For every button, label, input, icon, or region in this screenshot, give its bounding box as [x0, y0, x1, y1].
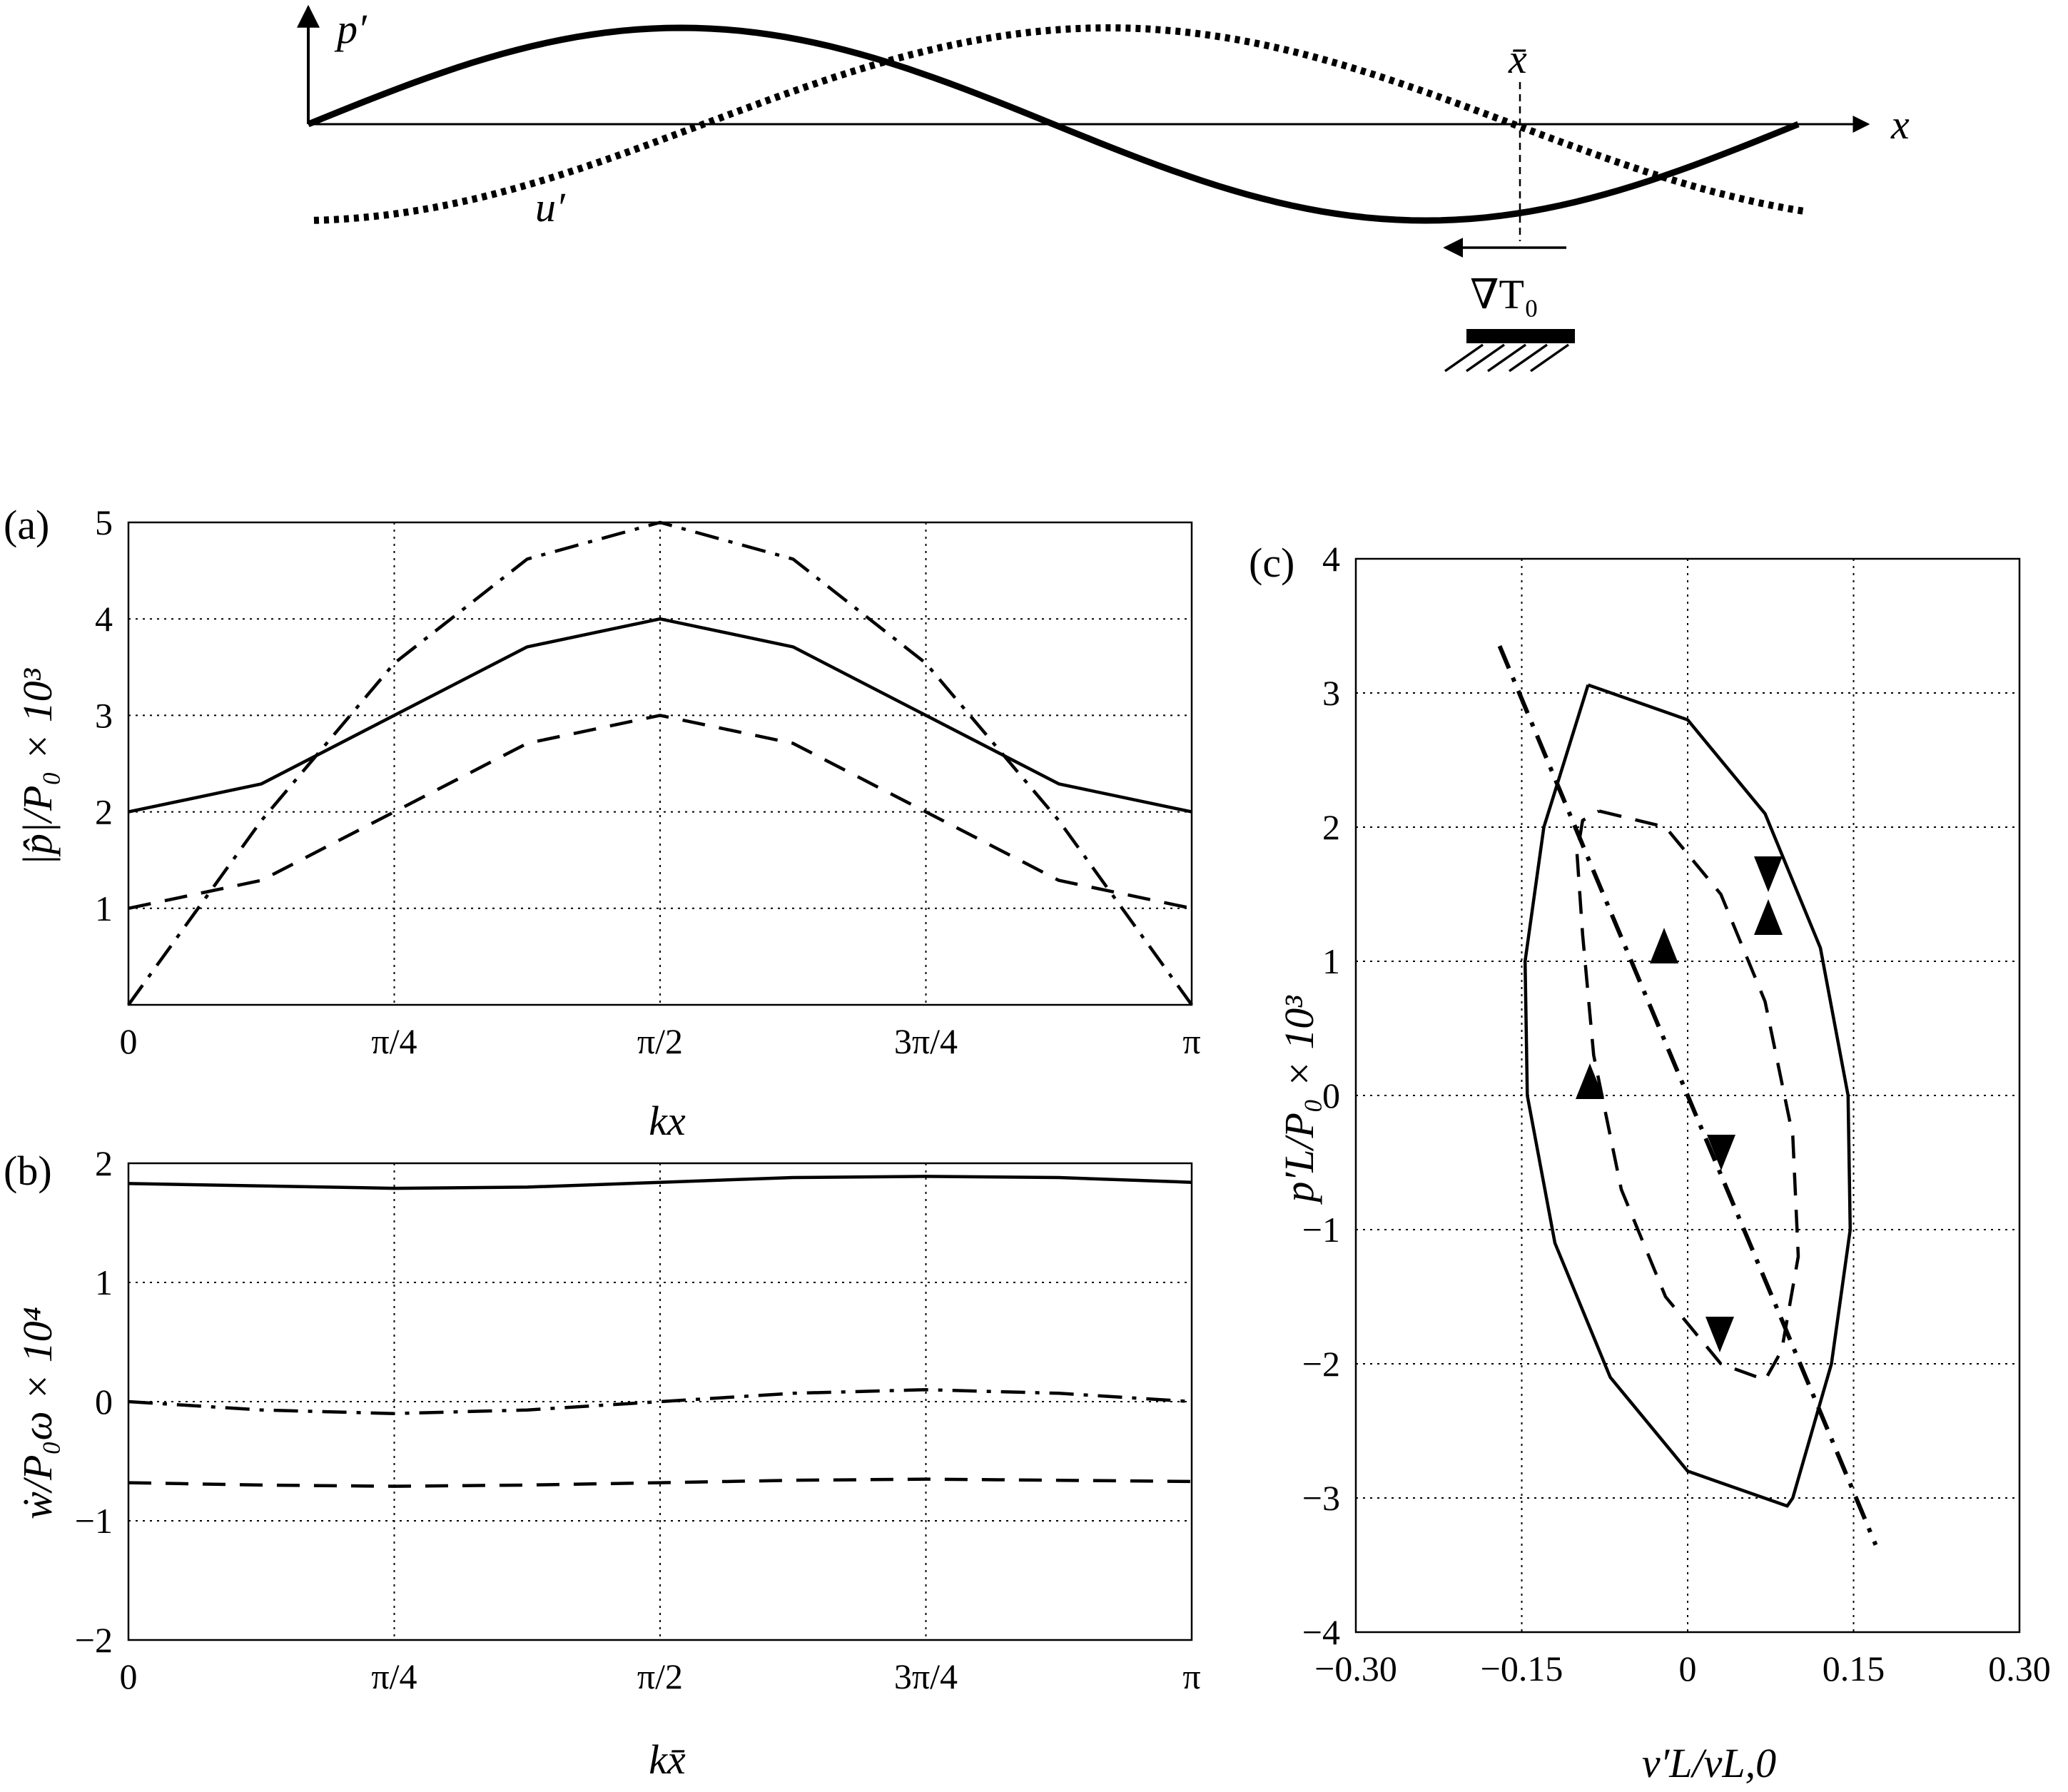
panel-b-xlabel: kx̄ — [649, 1736, 686, 1783]
x-tick-label: 3π/4 — [894, 1656, 958, 1696]
panel-b-label: (b) — [4, 1148, 52, 1194]
y-tick-label: 1 — [1322, 941, 1340, 981]
x-tick-label: π/4 — [371, 1656, 417, 1696]
y-tick-label: 4 — [1322, 539, 1340, 579]
direction-arrow — [1576, 1063, 1604, 1099]
y-tick-label: −1 — [75, 1501, 113, 1541]
y-tick-label: 2 — [1322, 807, 1340, 847]
y-tick-label: 5 — [95, 502, 113, 542]
panel-a: (a) |p̂|/P₀ × 10³ kx 0 π/4 π/2 3π/4 π 1 2 3 4 5 — [4, 502, 1201, 1144]
panel-a-xlabel: kx — [649, 1098, 686, 1144]
schematic: p′ u′ x x̄ ∇T₀ — [297, 4, 1910, 373]
y-tick-label: −3 — [1302, 1478, 1340, 1518]
panel-c-ylabel: p′L/P₀ × 10³ — [1276, 995, 1322, 1205]
series-dashed — [128, 1477, 1192, 1488]
x-tick-label: π/4 — [371, 1021, 417, 1061]
panel-a-plot: 0 π/4 π/2 3π/4 π 1 2 3 4 5 — [95, 502, 1201, 1061]
y-tick-label: 2 — [95, 1143, 113, 1183]
y-tick-label: 4 — [95, 599, 113, 639]
series-dash-dot — [127, 520, 1193, 1006]
x-tick-label: π/2 — [637, 1021, 683, 1061]
y-tick-label: 3 — [95, 695, 113, 735]
panel-c: (c) p′L/P₀ × 10³ v′L/vL,0 −0.30 −0.15 0 0.1… — [1249, 539, 2051, 1786]
y-tick-label: 0 — [1322, 1075, 1340, 1115]
p-label: p′ — [334, 6, 368, 52]
panel-a-ylabel: |p̂|/P₀ × 10³ — [14, 667, 61, 866]
x-tick-label: −0.30 — [1314, 1649, 1397, 1689]
velocity-wave — [313, 24, 1805, 224]
series-dash-dot-line — [1497, 645, 1878, 1546]
xbar-label: x̄ — [1508, 36, 1527, 82]
y-tick-label: 0 — [95, 1382, 113, 1422]
u-label: u′ — [535, 184, 566, 231]
direction-arrow — [1650, 928, 1678, 963]
y-tick-label: 3 — [1322, 673, 1340, 713]
series-solid-ellipse — [1523, 683, 1852, 1508]
y-tick-label: −2 — [1302, 1344, 1340, 1384]
y-tick-label: 2 — [95, 792, 113, 832]
y-tick-label: −1 — [1302, 1210, 1340, 1250]
panel-a-label: (a) — [4, 502, 49, 548]
direction-arrow — [1705, 1317, 1734, 1352]
x-tick-label: 0 — [120, 1021, 138, 1061]
panel-b: (b) ẇ/P₀ω × 10⁴ kx̄ 0 π/4 π/2 3π/4 π −2 −1 0 1 2 — [4, 1143, 1201, 1783]
series-dashed-ellipse — [1575, 809, 1800, 1382]
y-tick-label: −4 — [1302, 1612, 1340, 1652]
series-solid — [128, 1175, 1192, 1190]
panel-c-xlabel: v′L/vL,0 — [1642, 1740, 1776, 1786]
plot-frame — [1354, 557, 2021, 1634]
panel-c-label: (c) — [1249, 540, 1294, 586]
heat-source-plate — [1466, 329, 1575, 343]
x-tick-label: π — [1182, 1656, 1200, 1696]
x-tick-label: π/2 — [637, 1656, 683, 1696]
x-tick-label: −0.15 — [1481, 1649, 1563, 1689]
x-tick-label: 3π/4 — [894, 1021, 958, 1061]
series-dash-dot — [128, 1388, 1192, 1415]
series-dashed — [128, 714, 1192, 911]
direction-arrow — [1754, 899, 1783, 935]
direction-arrow — [1754, 856, 1783, 892]
x-tick-label: 0.30 — [1988, 1649, 2051, 1689]
y-tick-label: 1 — [95, 889, 113, 928]
series-solid — [128, 617, 1192, 814]
panel-b-ylabel: ẇ/P₀ω × 10⁴ — [14, 1307, 61, 1519]
direction-arrow — [1707, 1135, 1735, 1170]
panel-c-plot: −0.30 −0.15 0 0.15 0.30 −4 −3 −2 −1 0 1 2 3 4 — [1302, 539, 2051, 1689]
ground-hatching — [1444, 343, 1570, 373]
x-tick-label: π — [1182, 1021, 1200, 1061]
pressure-wave — [307, 24, 1800, 224]
y-tick-label: 1 — [95, 1262, 113, 1302]
grad-label: ∇T₀ — [1470, 271, 1539, 318]
x-label: x — [1890, 101, 1910, 148]
x-tick-label: 0.15 — [1823, 1649, 1885, 1689]
y-tick-label: −2 — [75, 1620, 113, 1660]
panel-b-plot: 0 π/4 π/2 3π/4 π −2 −1 0 1 2 — [75, 1143, 1201, 1696]
x-tick-label: 0 — [1679, 1649, 1697, 1689]
x-tick-label: 0 — [120, 1656, 138, 1696]
